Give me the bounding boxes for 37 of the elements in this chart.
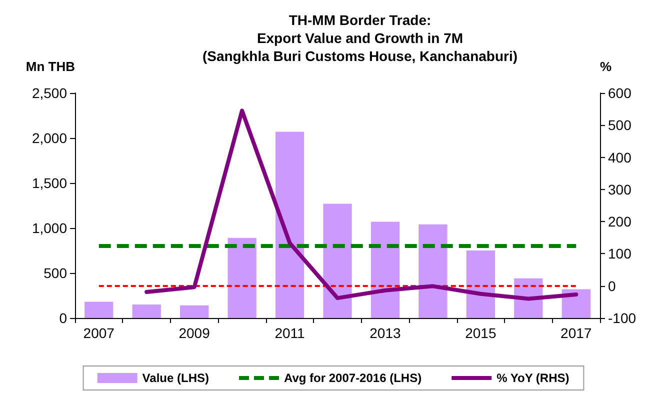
x-tick-label: 2017: [560, 325, 592, 341]
x-tick-label: 2015: [465, 325, 496, 341]
bar: [275, 132, 304, 318]
y2-tick-label: 200: [608, 214, 632, 230]
y-axis-title: Mn THB: [26, 59, 75, 74]
y-tick-label: 0: [59, 310, 68, 326]
legend-label: Avg for 2007-2016 (LHS): [284, 371, 422, 385]
y-tick-label: 500: [44, 265, 68, 281]
bar: [180, 305, 209, 318]
bar: [323, 204, 352, 318]
x-tick-label: 2013: [370, 325, 402, 341]
y-tick-label: 1,500: [32, 175, 68, 191]
bar: [466, 250, 495, 318]
y2-tick-label: 0: [608, 278, 616, 294]
line-series: [144, 108, 578, 301]
y2-tick-label: 100: [608, 246, 632, 262]
chart-title: TH-MM Border Trade: Export Value and Growth in 7M (Sangkhla Buri Customs House, Kanchanaburi): [202, 12, 518, 64]
y2-tick-label: 500: [608, 117, 632, 134]
bar: [370, 222, 400, 318]
bar: [562, 289, 590, 318]
y2-tick-label: 300: [608, 181, 632, 198]
y-tick-label: 2,500: [32, 85, 68, 101]
bar: [132, 304, 161, 318]
legend-label: % YoY (RHS): [496, 371, 570, 385]
bar: [228, 238, 256, 318]
y-tick-label: 2,000: [32, 130, 68, 146]
y2-tick-label: -100: [608, 310, 636, 326]
y-tick-label: 1,000: [32, 220, 68, 236]
y2-axis-title: %: [600, 59, 612, 74]
y2-tick-label: 400: [608, 149, 632, 166]
y2-tick-label: 600: [608, 85, 632, 101]
bar: [84, 302, 114, 318]
x-tick-label: 2009: [178, 325, 210, 341]
x-tick-label: 2007: [83, 325, 115, 341]
legend-label: Value (LHS): [142, 371, 209, 385]
x-tick-label: 2011: [274, 325, 306, 341]
bar: [418, 224, 448, 318]
